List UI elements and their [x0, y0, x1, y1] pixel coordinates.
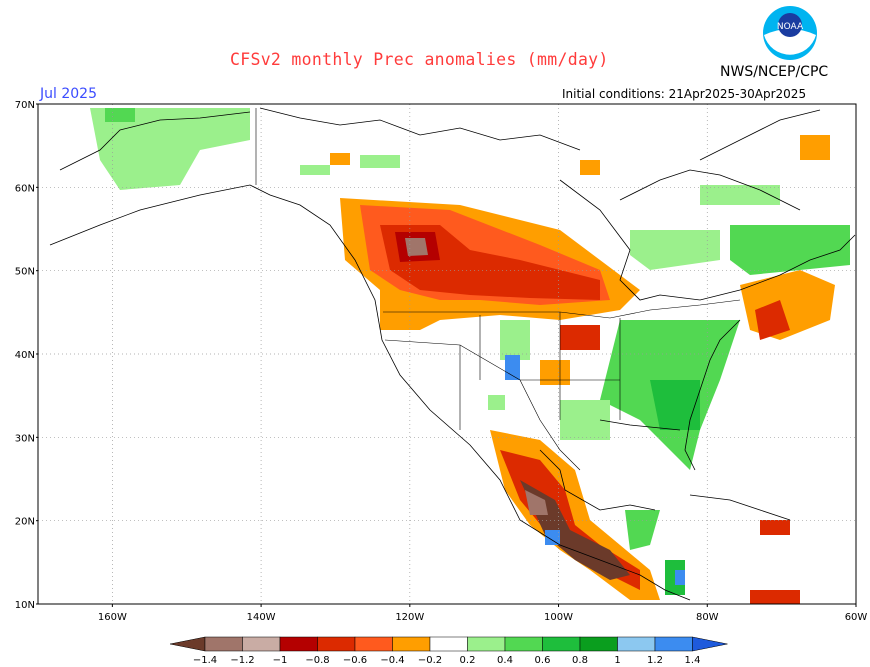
- legend-label: 0.2: [460, 655, 476, 666]
- lon-label: 100W: [544, 612, 573, 623]
- legend-label: 0.4: [497, 655, 513, 666]
- legend-swatch: [504, 636, 543, 652]
- color-legend: −1.4 −1.2 −1 −0.8 −0.6 −0.4 −0.2 0.2 0.4 0.6 0.8 1 1…: [169, 636, 728, 666]
- legend-label: −1.4: [193, 655, 217, 666]
- legend-label: −1: [273, 655, 288, 666]
- lat-label: 50N: [15, 267, 35, 278]
- legend-label: −1.2: [230, 655, 254, 666]
- legend-label: 1: [614, 655, 620, 666]
- legend-label: 0.6: [535, 655, 551, 666]
- noaa-logo-icon: NOAA: [763, 6, 817, 60]
- legend-arrow-left: [169, 636, 206, 652]
- lat-lon-grid: [38, 104, 856, 604]
- legend-swatch: [654, 636, 693, 652]
- lat-label: 40N: [15, 350, 35, 361]
- legend-swatch: [392, 636, 431, 652]
- legend-swatch: [354, 636, 393, 652]
- legend-arrow-right: [692, 636, 728, 652]
- svg-text:NOAA: NOAA: [777, 22, 804, 32]
- lon-label: 120W: [395, 612, 424, 623]
- longitude-labels: 160W 140W 120W 100W 80W 60W: [98, 604, 868, 623]
- lat-label: 70N: [15, 100, 35, 111]
- legend-label: −0.8: [305, 655, 329, 666]
- lat-label: 10N: [15, 600, 35, 611]
- latitude-labels: 70N 60N 50N 40N 30N 20N 10N: [15, 100, 38, 611]
- legend-label: −0.4: [380, 655, 404, 666]
- lon-label: 60W: [845, 612, 868, 623]
- lon-label: 160W: [98, 612, 127, 623]
- legend-swatch: [204, 636, 243, 652]
- initial-conditions: Initial conditions: 21Apr2025-30Apr2025: [562, 87, 807, 101]
- legend-swatch: [317, 636, 356, 652]
- legend-swatch: [429, 636, 468, 652]
- coastlines: [49, 107, 856, 601]
- legend-label: −0.6: [343, 655, 367, 666]
- legend-label: 0.8: [572, 655, 588, 666]
- legend-label: 1.4: [685, 655, 701, 666]
- legend-swatch: [542, 636, 581, 652]
- lat-label: 30N: [15, 433, 35, 444]
- lat-label: 20N: [15, 517, 35, 528]
- legend-swatch: [579, 636, 618, 652]
- forecast-month: Jul 2025: [40, 86, 97, 102]
- lon-label: 80W: [696, 612, 719, 623]
- lat-label: 60N: [15, 183, 35, 194]
- legend-label: 1.2: [647, 655, 663, 666]
- legend-swatch: [242, 636, 281, 652]
- legend-label: −0.2: [418, 655, 442, 666]
- anomaly-shading: [90, 108, 850, 604]
- map-title: CFSv2 monthly Prec anomalies (mm/day): [230, 50, 609, 69]
- legend-swatch: [617, 636, 656, 652]
- legend-swatch: [467, 636, 506, 652]
- lon-label: 140W: [247, 612, 276, 623]
- agency-label: NWS/NCEP/CPC: [720, 64, 829, 80]
- political-borders: [255, 108, 741, 471]
- legend-swatch: [279, 636, 318, 652]
